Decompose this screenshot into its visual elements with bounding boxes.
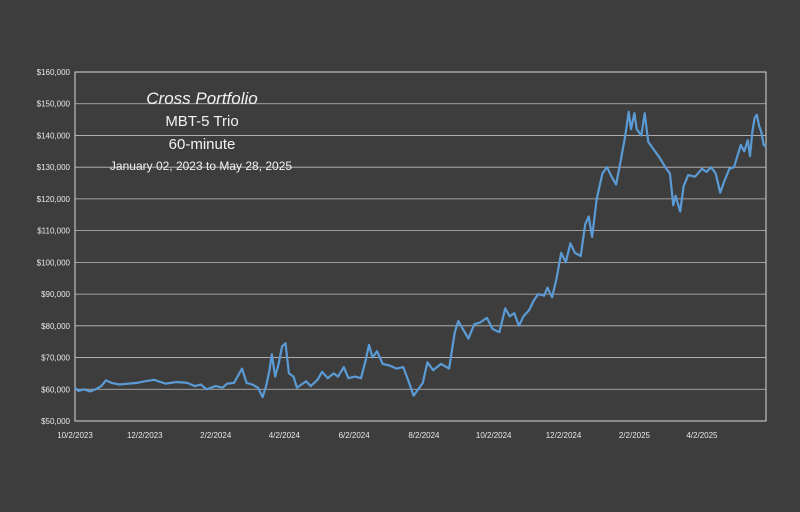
grid-lines [75, 103, 766, 390]
x-tick-label: 8/2/2024 [408, 431, 440, 440]
y-tick-label: $120,000 [37, 195, 71, 204]
chart-title: Cross Portfolio [146, 89, 258, 108]
x-tick-label: 12/2/2023 [127, 431, 163, 440]
x-tick-label: 4/2/2025 [686, 431, 718, 440]
y-tick-label: $130,000 [37, 163, 71, 172]
x-tick-label: 4/2/2024 [269, 431, 301, 440]
x-tick-label: 2/2/2024 [200, 431, 232, 440]
x-axis: 10/2/2023 12/2/2023 2/2/2024 4/2/2024 6/2/20… [57, 431, 718, 440]
y-tick-label: $160,000 [37, 68, 71, 77]
x-tick-label: 10/2/2024 [476, 431, 512, 440]
y-tick-label: $80,000 [41, 322, 70, 331]
x-tick-label: 10/2/2023 [57, 431, 93, 440]
y-tick-label: $100,000 [37, 258, 71, 267]
y-tick-label: $90,000 [41, 290, 70, 299]
chart-timeframe: 60-minute [168, 136, 236, 153]
x-tick-label: 12/2/2024 [546, 431, 582, 440]
y-tick-label: $70,000 [41, 354, 70, 363]
y-tick-label: $140,000 [37, 131, 71, 140]
plot-area [74, 71, 767, 422]
chart-subtitle: MBT-5 Trio [165, 113, 239, 130]
series-line [74, 110, 767, 399]
y-tick-label: $50,000 [41, 417, 70, 426]
chart-date-range: January 02, 2023 to May 28, 2025 [109, 159, 293, 173]
y-tick-label: $60,000 [41, 385, 70, 394]
y-axis: $50,000 $60,000 $70,000 $80,000 $90,000 $100,… [37, 68, 71, 426]
x-tick-label: 6/2/2024 [339, 431, 371, 440]
y-tick-label: $110,000 [37, 227, 70, 236]
x-tick-label: 2/2/2025 [619, 431, 651, 440]
y-tick-label: $150,000 [37, 100, 71, 109]
